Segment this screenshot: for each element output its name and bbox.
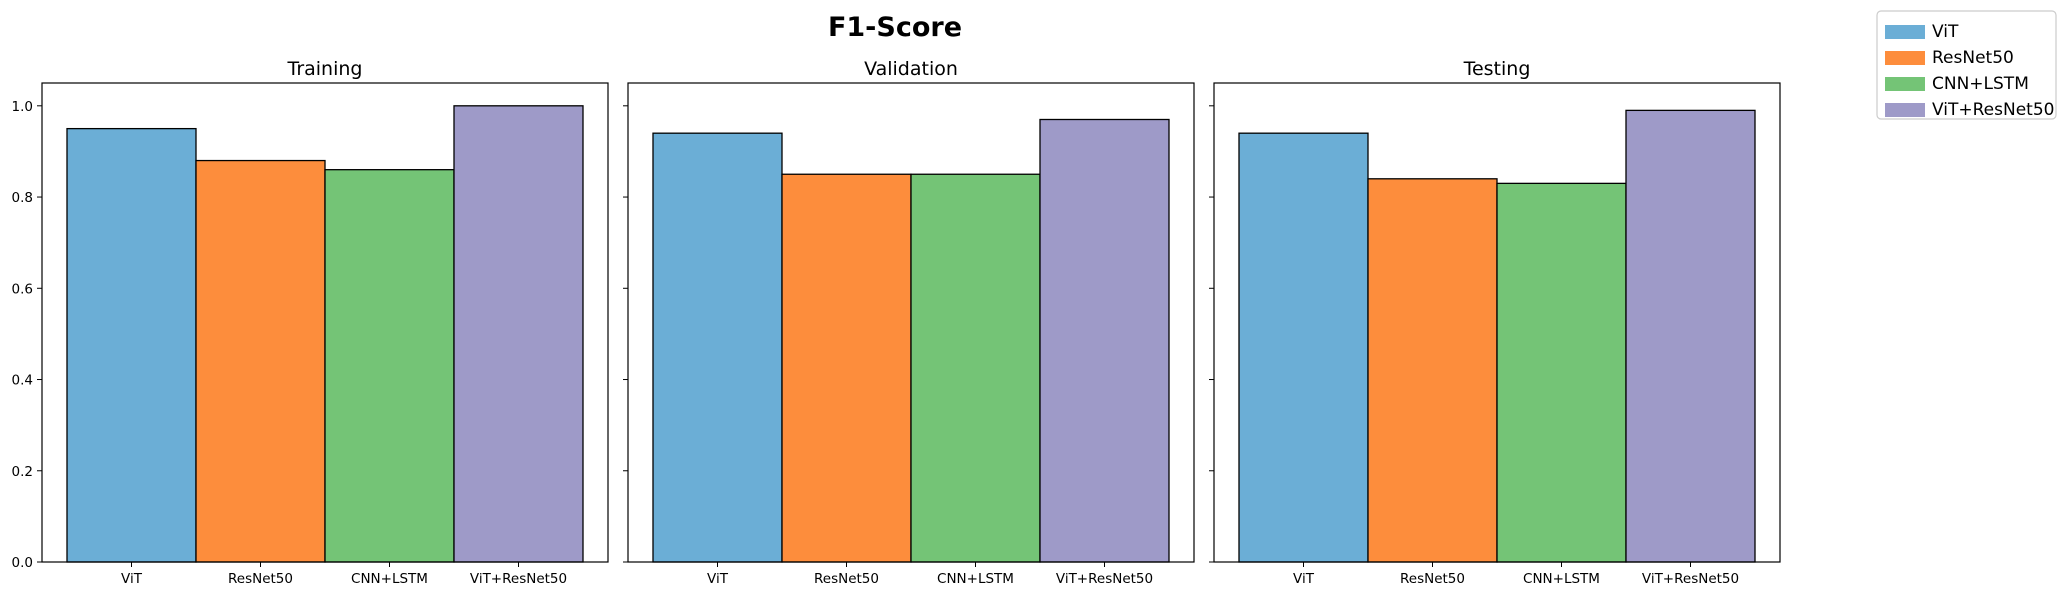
x-tick-label: ViT	[707, 571, 729, 587]
panel-title: Training	[287, 58, 363, 80]
x-tick-label: ViT+ResNet50	[1056, 571, 1153, 587]
bar-cnn-lstm	[1496, 182, 1627, 563]
x-tick-label: CNN+LSTM	[937, 571, 1014, 587]
bar-vit	[1238, 132, 1369, 563]
panel-testing: Testing ViT ResNet50 CNN+LSTM ViT+ResNet50	[1209, 58, 1781, 587]
bar-vit	[652, 132, 783, 563]
x-tick-label: CNN+LSTM	[351, 571, 428, 587]
bar-vit-resnet50	[1625, 109, 1756, 563]
bar-vit	[66, 127, 197, 563]
y-tick-label: 0.6	[12, 281, 33, 297]
bar-resnet50	[781, 173, 912, 563]
legend-swatch	[1885, 51, 1925, 65]
bar-resnet50	[1367, 178, 1498, 563]
legend-swatch	[1885, 103, 1925, 117]
bar-cnn-lstm	[910, 173, 1041, 563]
x-tick-label: CNN+LSTM	[1523, 571, 1600, 587]
y-tick-label: 0.8	[12, 190, 33, 206]
bar-vit-resnet50	[1039, 118, 1170, 563]
y-tick-label: 0.0	[12, 555, 33, 571]
legend-swatch	[1885, 77, 1925, 91]
legend-label: CNN+LSTM	[1932, 74, 2029, 94]
x-tick-label: ViT+ResNet50	[470, 571, 567, 587]
x-tick-label: ViT	[121, 571, 143, 587]
axes-frame	[627, 82, 1195, 563]
bar-cnn-lstm	[324, 169, 455, 563]
bar-vit-resnet50	[453, 105, 584, 563]
x-tick-label: ResNet50	[228, 571, 293, 587]
panel-title: Validation	[864, 58, 958, 80]
axes-frame	[41, 82, 609, 563]
legend-label: ViT+ResNet50	[1932, 100, 2054, 120]
panel-title: Testing	[1463, 58, 1531, 80]
legend-label: ViT	[1932, 22, 1959, 42]
axes-frame	[1213, 82, 1781, 563]
panel-training: Training ViT ResNet50 CNN+LSTM ViT+ResNet50 0…	[12, 58, 609, 587]
bar-resnet50	[195, 159, 326, 563]
chart-title: F1-Score	[828, 12, 962, 43]
panels-group: Training ViT ResNet50 CNN+LSTM ViT+ResNet50 0…	[12, 58, 1781, 587]
x-tick-label: ViT	[1293, 571, 1315, 587]
y-tick-label: 0.2	[12, 464, 33, 480]
y-tick-label: 0.4	[12, 373, 33, 389]
panel-validation: Validation ViT ResNet50 CNN+LSTM ViT+ResNet5…	[623, 58, 1195, 587]
legend: ViT ResNet50 CNN+LSTM ViT+ResNet50	[1876, 10, 2057, 120]
y-tick-label: 1.0	[12, 99, 33, 115]
legend-swatch	[1885, 25, 1925, 39]
x-tick-label: ResNet50	[814, 571, 879, 587]
legend-label: ResNet50	[1932, 48, 2014, 68]
x-tick-label: ViT+ResNet50	[1642, 571, 1739, 587]
x-tick-label: ResNet50	[1400, 571, 1465, 587]
